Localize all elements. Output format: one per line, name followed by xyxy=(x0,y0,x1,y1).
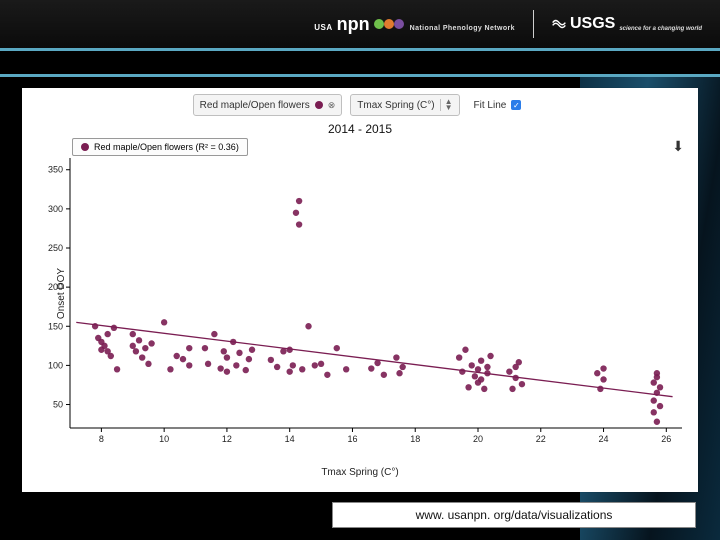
svg-text:24: 24 xyxy=(599,434,609,444)
npn-usa: USA xyxy=(314,23,332,32)
svg-text:14: 14 xyxy=(285,434,295,444)
npn-tagline: National Phenology Network xyxy=(410,25,515,32)
chart-toolbar: Red maple/Open flowers ⊗ Tmax Spring (C°… xyxy=(22,94,698,116)
series-selector[interactable]: Red maple/Open flowers ⊗ xyxy=(193,94,343,116)
xvar-selector[interactable]: Tmax Spring (C°) ▲▼ xyxy=(350,94,459,116)
series-label: Red maple/Open flowers xyxy=(200,100,310,111)
logo-divider xyxy=(533,10,534,38)
usgs-logo: USGS science for a changing world xyxy=(552,15,702,33)
svg-text:300: 300 xyxy=(48,204,63,214)
fitline-toggle[interactable]: Fit Line ✓ xyxy=(468,94,528,116)
svg-text:16: 16 xyxy=(347,434,357,444)
xvar-stepper-icon[interactable]: ▲▼ xyxy=(440,99,453,111)
svg-text:12: 12 xyxy=(222,434,232,444)
header-rule-bottom xyxy=(0,74,720,77)
usgs-wave-icon xyxy=(552,17,566,31)
footer-url: www. usanpn. org/data/visualizations xyxy=(332,502,696,528)
npn-dot-green xyxy=(374,19,384,29)
chart-card: Red maple/Open flowers ⊗ Tmax Spring (C°… xyxy=(22,88,698,492)
series-remove-icon[interactable]: ⊗ xyxy=(328,100,336,111)
svg-text:100: 100 xyxy=(48,360,63,370)
svg-text:22: 22 xyxy=(536,434,546,444)
usgs-tagline: science for a changing world xyxy=(619,26,702,32)
header-gap xyxy=(0,51,720,74)
xvar-label: Tmax Spring (C°) xyxy=(357,100,434,111)
fitline-label: Fit Line xyxy=(474,100,507,111)
footer-text: www. usanpn. org/data/visualizations xyxy=(416,508,613,522)
npn-dot-purple xyxy=(394,19,404,29)
svg-text:8: 8 xyxy=(99,434,104,444)
svg-text:250: 250 xyxy=(48,243,63,253)
svg-text:20: 20 xyxy=(473,434,483,444)
series-dot-icon xyxy=(315,101,323,109)
npn-dot-orange xyxy=(384,19,394,29)
svg-text:350: 350 xyxy=(48,165,63,175)
npn-text: npn xyxy=(337,14,370,35)
header-logos: USA npn National Phenology Network USGS … xyxy=(314,6,702,42)
svg-text:26: 26 xyxy=(661,434,671,444)
header-bar: USA npn National Phenology Network USGS … xyxy=(0,0,720,48)
svg-text:50: 50 xyxy=(53,400,63,410)
usgs-text: USGS xyxy=(570,15,615,33)
svg-text:18: 18 xyxy=(410,434,420,444)
y-axis-label: Onset DOY xyxy=(56,268,67,319)
npn-logo: USA npn National Phenology Network xyxy=(314,14,515,35)
fitline-checkbox-icon[interactable]: ✓ xyxy=(511,100,521,110)
scatter-plot: 501001502002503003508101214161820222426 xyxy=(22,132,698,468)
x-axis-label: Tmax Spring (C°) xyxy=(22,467,698,478)
svg-text:150: 150 xyxy=(48,321,63,331)
svg-text:10: 10 xyxy=(159,434,169,444)
npn-dots xyxy=(374,19,404,29)
